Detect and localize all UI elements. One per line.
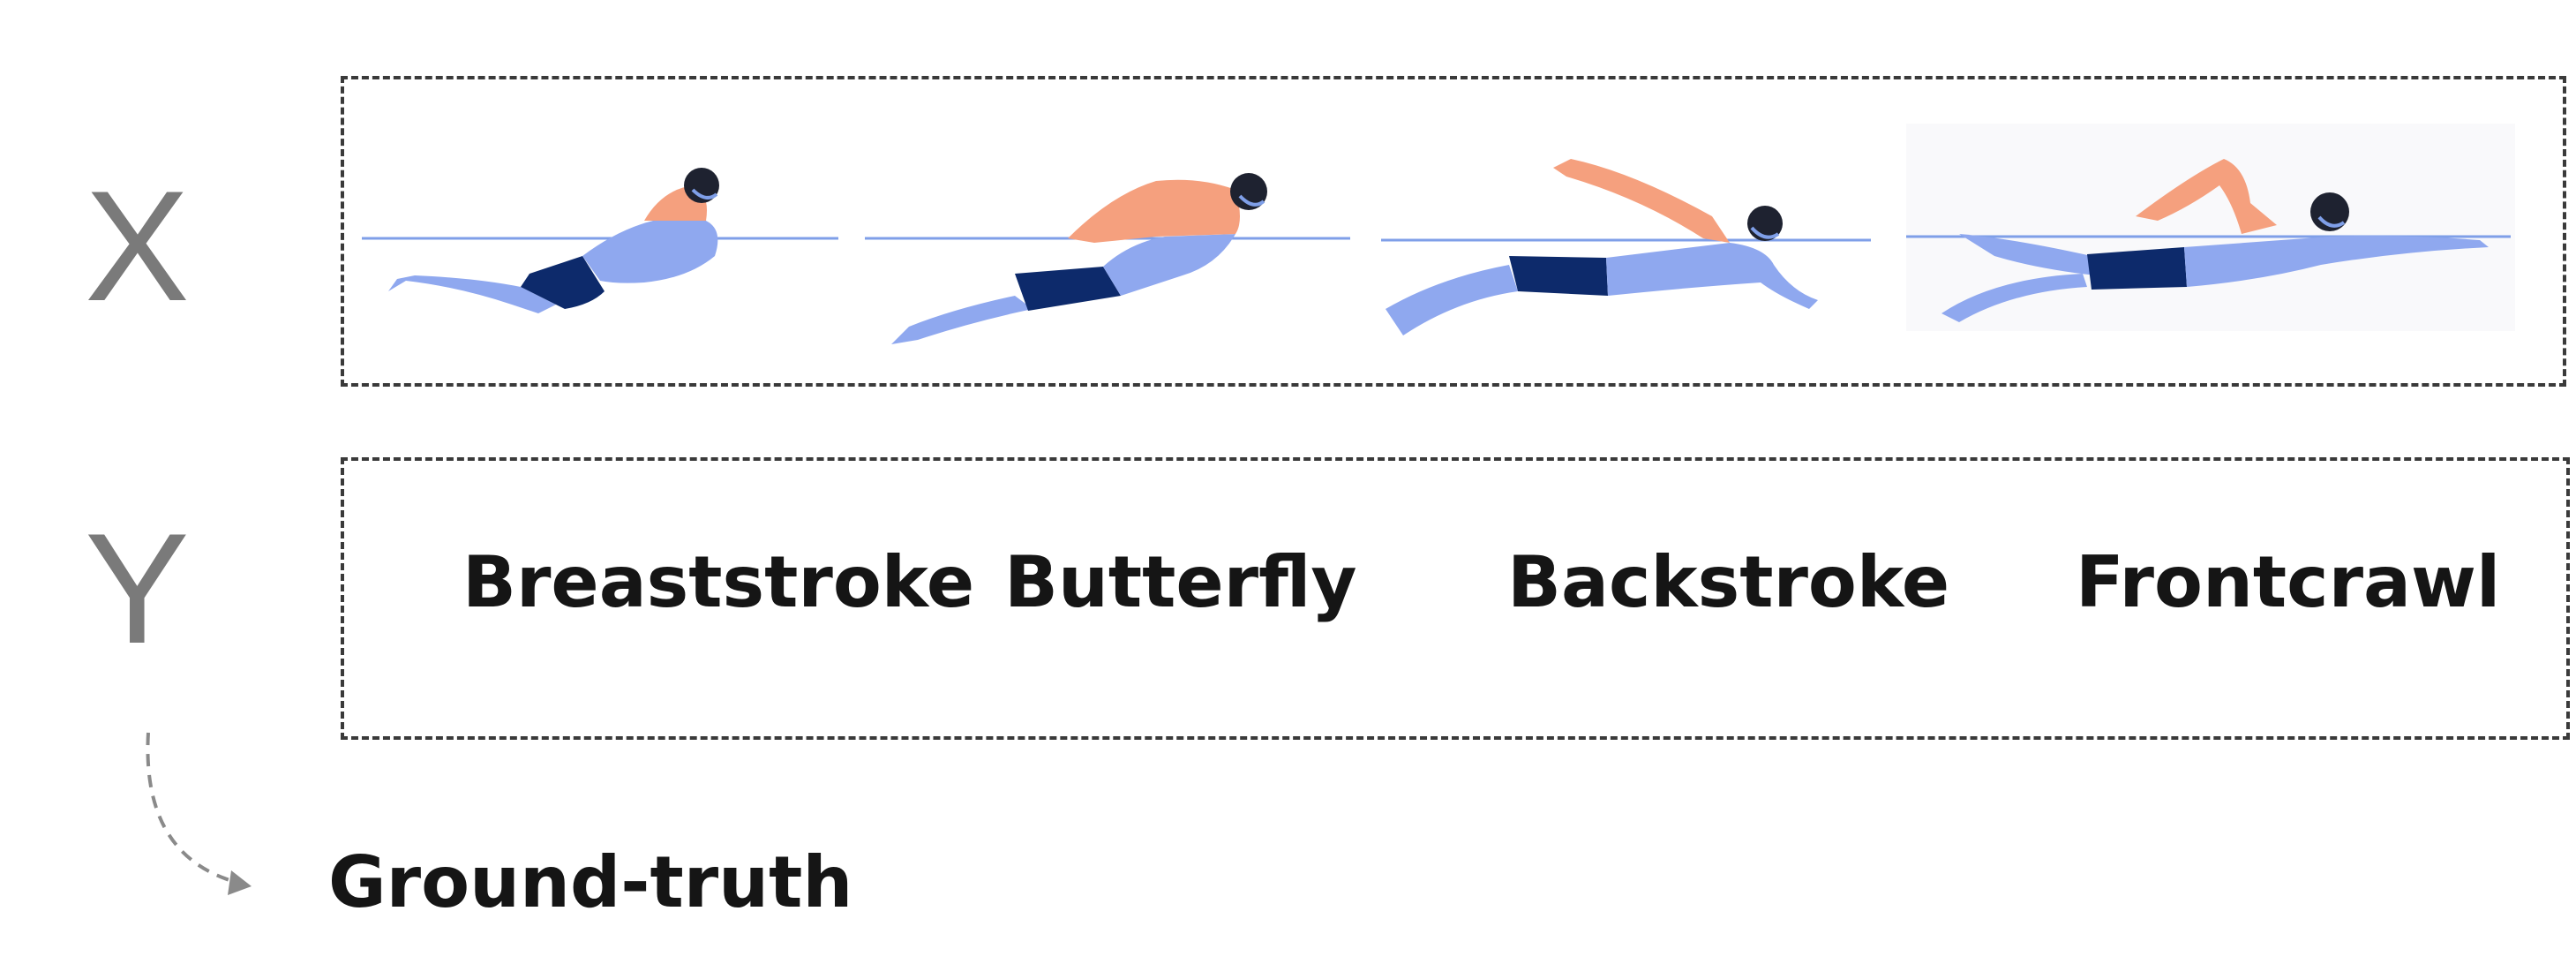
butterfly-swimmer-image — [865, 173, 1350, 344]
swimmer-trunks — [521, 256, 605, 309]
swim-cap-icon — [684, 168, 719, 203]
swimmer-torso-underwater — [2184, 236, 2489, 287]
class-label-backstroke: Backstroke — [1507, 541, 1950, 623]
class-label-breaststroke: Breaststroke — [462, 541, 975, 623]
class-label-frontcrawl: Frontcrawl — [2076, 541, 2501, 623]
swim-cap-icon — [1230, 173, 1267, 210]
goggles-icon — [2317, 215, 2346, 228]
swimmer-torso-underwater — [1103, 234, 1235, 296]
swim-cap-icon — [2310, 192, 2349, 231]
swimmer-legs — [388, 275, 556, 313]
goggles-icon — [691, 188, 718, 200]
class-label-butterfly: Butterfly — [1004, 541, 1357, 623]
swimmer-raised-arm — [1553, 159, 1730, 243]
swimmer-legs — [1386, 265, 1518, 335]
swimmer-torso-underwater — [582, 221, 718, 283]
ground-truth-label: Ground-truth — [328, 841, 853, 923]
row-label-x: X — [85, 158, 190, 334]
swimmer-trunks — [2087, 247, 2187, 290]
goggles-icon — [1750, 226, 1780, 239]
backstroke-swimmer-image — [1381, 159, 1871, 335]
curved-dashed-arrow-icon — [146, 732, 252, 895]
row-label-y: Y — [85, 501, 190, 676]
swimmer-legs — [891, 296, 1033, 344]
input-images-box — [341, 76, 2566, 387]
swimmer-legs-upper — [1959, 234, 2096, 275]
swimmer-trunks — [1015, 267, 1121, 311]
swimmer-trunks — [1509, 256, 1608, 296]
swimmer-torso-underwater — [1606, 243, 1818, 309]
goggles-icon — [1238, 194, 1265, 207]
breaststroke-swimmer-image — [362, 168, 838, 313]
class-labels-box — [341, 457, 2570, 740]
swimmer-raised-arm — [2136, 159, 2277, 234]
swimmer-legs-lower — [1941, 274, 2087, 322]
frontcrawl-swimmer-image — [1906, 124, 2515, 331]
swimmer-upper-body — [1068, 179, 1240, 243]
